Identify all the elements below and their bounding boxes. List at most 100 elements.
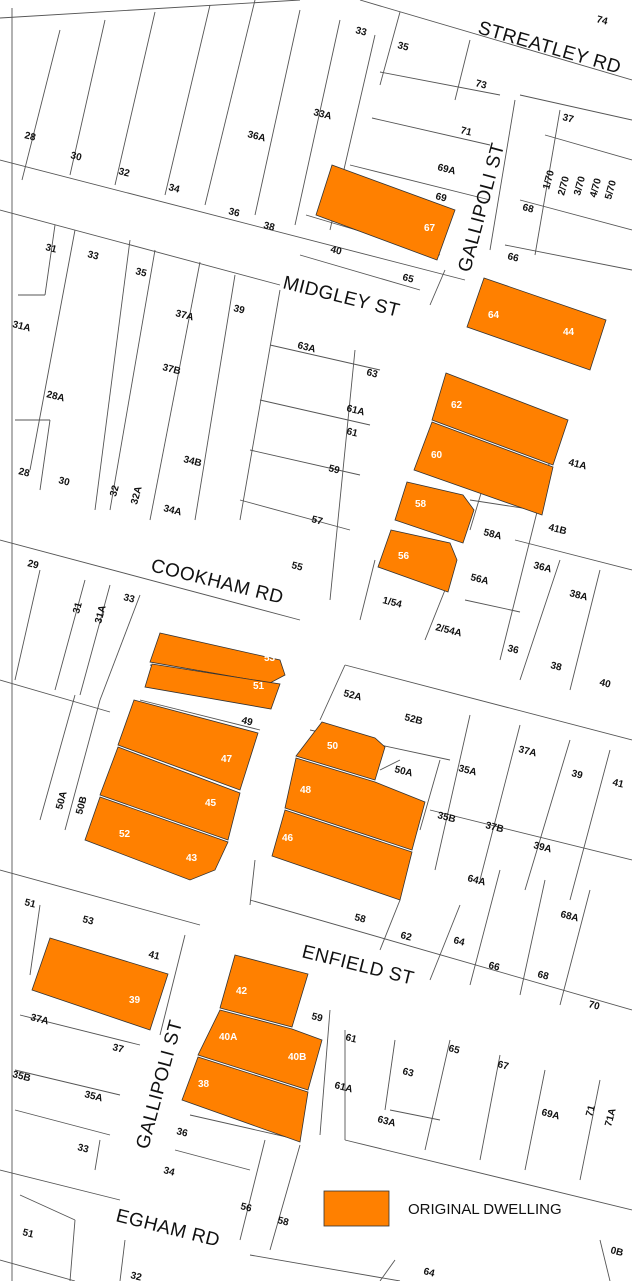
- lot-number: 34: [162, 1165, 176, 1178]
- lot-number: 36: [227, 206, 241, 219]
- lot-number: 40B: [288, 1052, 306, 1063]
- lot-number: 61A: [345, 403, 365, 418]
- lot-number: 42: [236, 986, 248, 997]
- lot-number: 69: [434, 191, 448, 204]
- lot-number: 64: [452, 935, 466, 948]
- lot-number: 71: [584, 1104, 598, 1118]
- lot-number: 34A: [162, 503, 182, 518]
- lot-number: 40: [598, 677, 612, 690]
- lot-number: 29: [26, 558, 40, 571]
- lot-number: 48: [300, 785, 312, 796]
- lot-number: 31A: [11, 319, 31, 334]
- lot-number: 5/70: [603, 179, 619, 201]
- lot-number: 35B: [11, 1069, 31, 1084]
- street-label-cookham-rd: COOKHAM RD: [149, 555, 286, 608]
- lot-number: 58: [353, 912, 367, 925]
- lot-number: 37B: [484, 820, 504, 835]
- lot-number: 35A: [83, 1089, 103, 1104]
- lot-number: 39: [570, 768, 584, 781]
- lot-number: 39A: [532, 840, 552, 855]
- lot-number: 28: [23, 130, 37, 143]
- lot-number: 68: [536, 969, 550, 982]
- lot-number: 41A: [567, 457, 587, 472]
- lot-number: 65: [447, 1043, 461, 1056]
- lot-number: 71A: [603, 1107, 618, 1128]
- lot-number: 61A: [333, 1080, 353, 1095]
- lot-number: 61: [344, 1032, 358, 1045]
- lot-number: 57: [310, 514, 324, 527]
- lot-number: 62: [399, 930, 413, 943]
- lot-number: 44: [563, 327, 575, 338]
- street-label-egham-rd: EGHAM RD: [114, 1205, 222, 1251]
- lot-number: 53: [264, 653, 276, 664]
- lot-number: 46: [282, 833, 294, 844]
- lot-number: 33: [122, 592, 136, 605]
- lot-number: 52A: [342, 688, 362, 703]
- lot-number: 62: [451, 400, 463, 411]
- lot-number: 36A: [532, 560, 552, 575]
- lot-number: 55: [290, 560, 304, 573]
- lot-number: 47: [221, 754, 233, 765]
- lot-number: 36: [506, 643, 520, 656]
- lot-number: 32A: [129, 485, 144, 506]
- lot-number: 2/54A: [434, 622, 463, 639]
- lot-number: 28A: [45, 389, 65, 404]
- lot-number: 58: [276, 1215, 290, 1228]
- lot-number: 28: [17, 466, 31, 479]
- lot-number: 35A: [457, 763, 477, 778]
- lot-number: 40: [329, 244, 343, 257]
- lot-number: 41: [611, 777, 625, 790]
- legend-swatch: [323, 1190, 390, 1227]
- lot-number: 35B: [436, 810, 456, 825]
- lot-number: 63: [365, 367, 379, 380]
- lot-number: 37B: [161, 362, 181, 377]
- lot-number: 56A: [469, 572, 489, 587]
- lot-number: 51: [253, 681, 265, 692]
- lot-number: 51: [23, 897, 37, 910]
- street-label-gallipoli-st-north: GALLIPOLI ST: [455, 141, 510, 275]
- lot-number: 34B: [182, 454, 202, 469]
- lot-number: 33: [86, 249, 100, 262]
- lot-number: 38: [549, 660, 563, 673]
- lot-number: 30: [57, 475, 71, 488]
- lot-number: 4/70: [588, 177, 604, 199]
- lot-number: 61: [345, 426, 359, 439]
- lot-number: 39: [232, 303, 246, 316]
- lot-number: 34: [167, 182, 181, 195]
- lot-number: 1/70: [541, 169, 557, 191]
- lot-number: 33A: [312, 107, 332, 122]
- lot-number: 59: [310, 1011, 324, 1024]
- lot-number: 50A: [393, 764, 413, 779]
- lot-number: 51: [21, 1227, 35, 1240]
- lot-number: 37A: [174, 308, 194, 323]
- lot-number: 63: [401, 1066, 415, 1079]
- lot-number: 59: [327, 463, 341, 476]
- legend-label: ORIGINAL DWELLING: [408, 1201, 562, 1218]
- street-label-enfield-st: ENFIELD ST: [300, 941, 416, 989]
- lot-number: 37: [111, 1042, 125, 1055]
- lot-number: 68A: [559, 909, 579, 924]
- lot-number: 50: [327, 741, 339, 752]
- lot-number: 33: [354, 25, 368, 38]
- lot-number: 58A: [482, 527, 502, 542]
- lot-number: 38: [198, 1079, 210, 1090]
- lot-number: 58: [415, 499, 427, 510]
- lot-number: 56: [239, 1201, 253, 1214]
- lot-number: 49: [240, 715, 254, 728]
- lot-number: 31A: [93, 604, 108, 625]
- lot-number: 41: [147, 949, 161, 962]
- lot-number: 52: [119, 829, 131, 840]
- lot-number: 45: [205, 798, 217, 809]
- lot-number: 35: [134, 266, 148, 279]
- lot-number: 31: [71, 601, 85, 615]
- lot-number: 39: [129, 995, 141, 1006]
- lot-number: 36: [175, 1126, 189, 1139]
- lot-number: 56: [398, 551, 410, 562]
- lot-number: 38: [262, 220, 276, 233]
- lot-number: 31: [44, 242, 58, 255]
- lot-number: 64: [422, 1266, 436, 1279]
- lot-number: 43: [186, 853, 198, 864]
- lot-number: 67: [424, 223, 436, 234]
- lot-number: 52B: [403, 712, 423, 727]
